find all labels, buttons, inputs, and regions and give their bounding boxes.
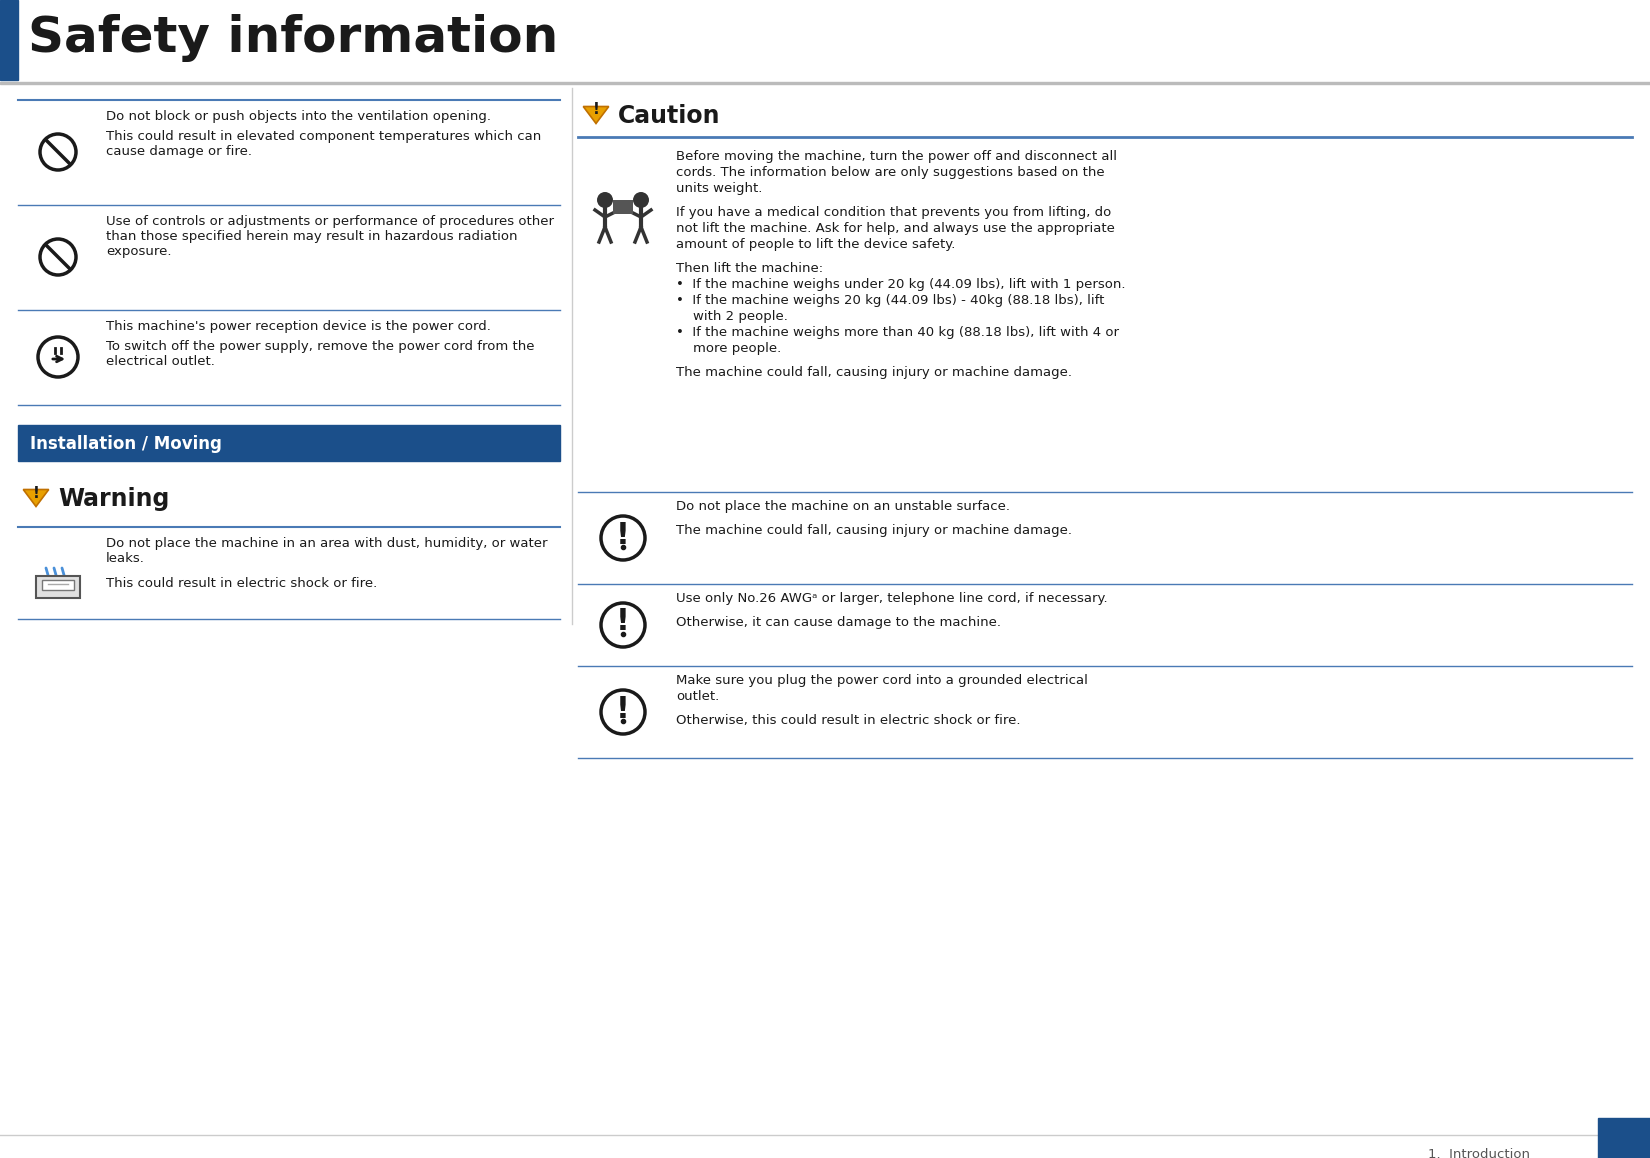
Text: Installation / Moving: Installation / Moving: [30, 435, 221, 453]
Bar: [0, 82, 1650, 85]
Text: !: !: [615, 608, 630, 637]
Text: This could result in elevated component temperatures which can
cause damage or f: This could result in elevated component …: [106, 130, 541, 157]
Text: This could result in electric shock or fire.: This could result in electric shock or f…: [106, 577, 378, 589]
Text: !: !: [615, 695, 630, 724]
Text: Before moving the machine, turn the power off and disconnect all: Before moving the machine, turn the powe…: [676, 151, 1117, 163]
Text: Otherwise, it can cause damage to the machine.: Otherwise, it can cause damage to the ma…: [676, 616, 1002, 629]
Text: Caution: Caution: [619, 104, 721, 129]
Text: The machine could fall, causing injury or machine damage.: The machine could fall, causing injury o…: [676, 525, 1072, 537]
Text: Do not place the machine in an area with dust, humidity, or water
leaks.: Do not place the machine in an area with…: [106, 537, 548, 565]
Text: Do not block or push objects into the ventilation opening.: Do not block or push objects into the ve…: [106, 110, 492, 123]
Text: Then lift the machine:: Then lift the machine:: [676, 262, 823, 274]
Text: amount of people to lift the device safety.: amount of people to lift the device safe…: [676, 239, 955, 251]
Circle shape: [597, 192, 614, 208]
Text: Do not place the machine on an unstable surface.: Do not place the machine on an unstable …: [676, 500, 1010, 513]
Text: •  If the machine weighs under 20 kg (44.09 lbs), lift with 1 person.: • If the machine weighs under 20 kg (44.…: [676, 278, 1125, 291]
Bar: [41, 580, 74, 589]
Text: more people.: more people.: [676, 342, 780, 356]
Text: If you have a medical condition that prevents you from lifting, do: If you have a medical condition that pre…: [676, 206, 1110, 219]
Bar: [18, 425, 559, 461]
Text: with 2 people.: with 2 people.: [676, 310, 789, 323]
Text: •  If the machine weighs more than 40 kg (88.18 lbs), lift with 4 or: • If the machine weighs more than 40 kg …: [676, 327, 1119, 339]
Text: outlet.: outlet.: [676, 690, 719, 703]
Text: •  If the machine weighs 20 kg (44.09 lbs) - 40kg (88.18 lbs), lift: • If the machine weighs 20 kg (44.09 lbs…: [676, 294, 1104, 307]
Circle shape: [634, 192, 648, 208]
Text: !: !: [592, 103, 599, 117]
Text: Otherwise, this could result in electric shock or fire.: Otherwise, this could result in electric…: [676, 714, 1020, 727]
Text: units weight.: units weight.: [676, 182, 762, 195]
Bar: [36, 576, 79, 598]
Bar: [614, 200, 634, 214]
Text: 1.  Introduction: 1. Introduction: [1427, 1148, 1530, 1158]
Text: To switch off the power supply, remove the power cord from the
electrical outlet: To switch off the power supply, remove t…: [106, 340, 535, 368]
Text: 18: 18: [1610, 1138, 1637, 1157]
Polygon shape: [23, 490, 50, 506]
Text: Make sure you plug the power cord into a grounded electrical: Make sure you plug the power cord into a…: [676, 674, 1087, 687]
Text: not lift the machine. Ask for help, and always use the appropriate: not lift the machine. Ask for help, and …: [676, 222, 1115, 235]
Text: Warning: Warning: [58, 488, 170, 511]
Text: Use only No.26 AWGᵃ or larger, telephone line cord, if necessary.: Use only No.26 AWGᵃ or larger, telephone…: [676, 592, 1107, 604]
Text: This machine's power reception device is the power cord.: This machine's power reception device is…: [106, 320, 492, 334]
Text: The machine could fall, causing injury or machine damage.: The machine could fall, causing injury o…: [676, 366, 1072, 379]
Bar: [1597, 1117, 1650, 1158]
Text: Safety information: Safety information: [28, 14, 558, 63]
Text: Use of controls or adjustments or performance of procedures other
than those spe: Use of controls or adjustments or perfor…: [106, 215, 554, 258]
Bar: [0, 0, 18, 80]
Text: cords. The information below are only suggestions based on the: cords. The information below are only su…: [676, 166, 1104, 179]
Text: !: !: [33, 485, 40, 500]
Polygon shape: [582, 107, 609, 124]
Text: !: !: [615, 520, 630, 550]
